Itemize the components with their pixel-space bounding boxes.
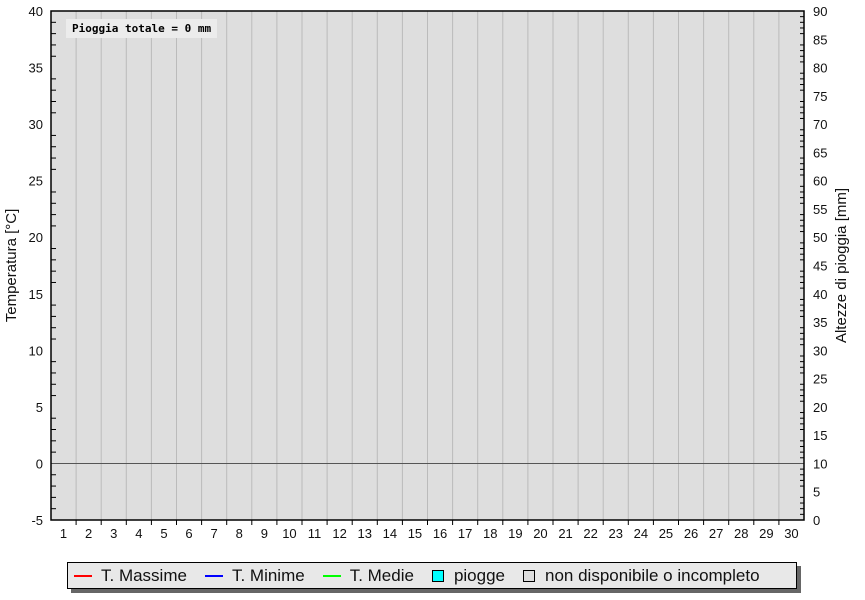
legend-label: non disponibile o incompleto <box>545 565 760 585</box>
legend-item: T. Medie <box>322 565 414 586</box>
x-tick-label: 3 <box>110 526 117 541</box>
y2-axis-label: Altezze di pioggia [mm] <box>833 188 850 343</box>
x-tick-label: 28 <box>734 526 748 541</box>
legend-line-swatch <box>204 574 223 577</box>
y2-tick-label: 45 <box>813 259 827 274</box>
legend-item: T. Minime <box>204 565 305 586</box>
y2-tick-label: 15 <box>813 428 827 443</box>
x-tick-label: 22 <box>583 526 597 541</box>
x-tick-label: 14 <box>383 526 397 541</box>
y2-tick-label: 60 <box>813 174 827 189</box>
x-tick-label: 20 <box>533 526 547 541</box>
y2-tick-label: 80 <box>813 61 827 76</box>
x-tick-label: 15 <box>408 526 422 541</box>
y2-tick-label: 35 <box>813 315 827 330</box>
y2-tick-label: 75 <box>813 89 827 104</box>
x-tick-label: 6 <box>185 526 192 541</box>
y2-tick-label: 50 <box>813 230 827 245</box>
y-tick-label: 15 <box>29 287 43 302</box>
legend-box-swatch <box>431 569 444 582</box>
y-tick-label: 20 <box>29 230 43 245</box>
y2-tick-label: 55 <box>813 202 827 217</box>
x-tick-label: 12 <box>332 526 346 541</box>
legend-label: piogge <box>453 565 506 585</box>
x-tick-label: 18 <box>483 526 497 541</box>
total-rain-annotation: Pioggia totale = 0 mm <box>66 19 218 38</box>
x-tick-label: 13 <box>358 526 372 541</box>
legend: T. Massime T. Minime T. Medie piogge non dis… <box>67 562 797 589</box>
x-tick-label: 30 <box>784 526 798 541</box>
x-tick-label: 9 <box>261 526 268 541</box>
y2-tick-label: 5 <box>813 485 820 500</box>
legend-item: piogge <box>431 565 506 586</box>
legend-box-swatch <box>523 569 536 582</box>
x-tick-label: 26 <box>684 526 698 541</box>
y2-tick-label: 25 <box>813 372 827 387</box>
y-tick-label: 5 <box>36 400 43 415</box>
x-tick-label: 11 <box>308 526 322 541</box>
y-tick-label: 25 <box>29 174 43 189</box>
x-tick-label: 5 <box>160 526 167 541</box>
y-tick-label: 35 <box>29 61 43 76</box>
legend-line-swatch <box>322 574 341 577</box>
y2-tick-label: 90 <box>813 4 827 19</box>
legend-item: non disponibile o incompleto <box>523 566 760 586</box>
y2-tick-label: 30 <box>813 343 827 358</box>
y-tick-label: 0 <box>36 456 43 471</box>
y2-tick-label: 85 <box>813 32 827 47</box>
x-tick-label: 29 <box>759 526 773 541</box>
y-tick-label: 30 <box>29 117 43 132</box>
plot-border <box>50 10 805 521</box>
x-tick-label: 17 <box>458 526 472 541</box>
x-tick-label: 24 <box>634 526 648 541</box>
y2-tick-label: 40 <box>813 287 827 302</box>
y2-tick-label: 20 <box>813 400 827 415</box>
y-tick-label: 10 <box>29 343 43 358</box>
x-tick-label: 16 <box>433 526 447 541</box>
y2-tick-label: 65 <box>813 145 827 160</box>
legend-label: T. Medie <box>349 565 414 585</box>
x-tick-label: 21 <box>558 526 572 541</box>
legend-label: T. Massime <box>101 565 187 585</box>
y2-tick-label: 70 <box>813 117 827 132</box>
x-tick-label: 4 <box>135 526 142 541</box>
y2-tick-label: 0 <box>813 513 820 528</box>
x-tick-label: 2 <box>85 526 92 541</box>
y-tick-label: 40 <box>29 4 43 19</box>
y2-tick-label: 10 <box>813 456 827 471</box>
x-tick-label: 25 <box>659 526 673 541</box>
legend-line-swatch <box>74 574 92 577</box>
x-tick-label: 1 <box>60 526 67 541</box>
legend-item: T. Massime <box>74 566 187 586</box>
x-tick-label: 23 <box>609 526 623 541</box>
x-tick-label: 19 <box>508 526 522 541</box>
x-tick-label: 27 <box>709 526 723 541</box>
y-axis-label: Temperatura [°C] <box>3 209 20 323</box>
x-tick-label: 8 <box>236 526 243 541</box>
legend-label: T. Minime <box>231 565 305 585</box>
x-tick-label: 7 <box>211 526 218 541</box>
y-tick-label: -5 <box>31 513 43 528</box>
x-tick-label: 10 <box>282 526 296 541</box>
